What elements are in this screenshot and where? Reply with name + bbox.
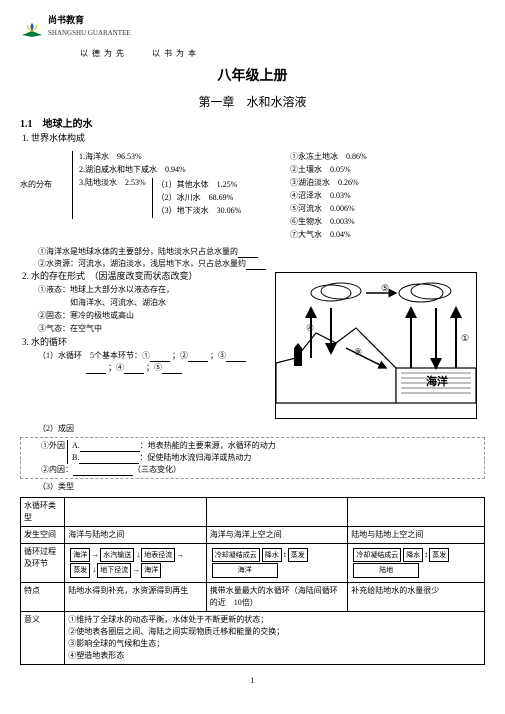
- hier-r-2: ③湖泊淡水 0.26%: [290, 177, 470, 189]
- hier-l2-2: （3）地下淡水 30.06%: [157, 205, 242, 217]
- th-1: [65, 497, 207, 526]
- note-2: ②水资源：河流水，湖泊淡水，浅层地下水，只占总水量约: [38, 259, 246, 268]
- r1-0: 发生空间: [21, 526, 65, 543]
- cause-box: ①外因 A. ：地表热能的主要来源，水循环的动力 B. ：促使陆地水流归海洋或热动力…: [20, 437, 485, 479]
- slogan: 以德为先 以书为本: [80, 48, 485, 60]
- cause-in: ②内因：: [41, 465, 73, 474]
- diagram-ocean-label: 海洋: [426, 374, 448, 388]
- svg-text:④: ④: [306, 323, 314, 333]
- flow-cell-1: 海洋→水汽输送 ↓地表径流→蒸发 ↓地下径流→海洋: [65, 543, 207, 582]
- r1-2: 海洋与海洋上空之间: [206, 526, 348, 543]
- cyc-sep-2: ；③: [210, 351, 226, 360]
- cyc-sep-4: ；⑤: [146, 363, 162, 372]
- page-title: 八年级上册: [20, 66, 485, 87]
- r3-0: 特点: [21, 582, 65, 611]
- water-cycle-diagram: 海洋 ① ④ ⑤ ⑨: [275, 272, 477, 419]
- cause-b: B.: [72, 453, 79, 462]
- blank-c2: [188, 351, 208, 362]
- blank-2: [246, 259, 266, 270]
- hier-l1-1: 2.湖泊咸水和地下咸水 0.94%: [79, 164, 241, 176]
- f2c: 蒸发: [288, 548, 308, 563]
- svg-text:⑨: ⑨: [354, 347, 362, 357]
- brand-sub: SHANGSHU GUARANTEE: [48, 28, 131, 39]
- svg-text:⑤: ⑤: [381, 283, 389, 293]
- f3c: 蒸发: [429, 548, 449, 563]
- blank-c3b: [86, 363, 106, 374]
- r1-3: 陆地与陆地上空之间: [348, 526, 485, 543]
- blank-c3: [226, 351, 246, 362]
- r1-1: 海洋与陆地之间: [65, 526, 207, 543]
- cyc-sep-3: ；④: [108, 363, 124, 372]
- cyc3: （3）类型: [38, 481, 485, 493]
- hier-l1-2: 3.陆地淡水 2.53%: [79, 177, 146, 219]
- hier-root: 水的分布: [20, 179, 52, 191]
- f1d: 地下径流: [97, 563, 131, 578]
- f2d: 海洋: [212, 563, 278, 578]
- r4-3: ④塑造地表形态: [68, 650, 481, 662]
- hier-r-4: ⑤河流水 0.006%: [290, 203, 470, 215]
- blank-c4: [124, 363, 144, 374]
- f3a: 降水: [403, 548, 423, 563]
- r4-cell: ①维持了全球水的动态平衡，水体处于不断更新的状态； ②使地表各圈层之间、海陆之间…: [65, 611, 485, 664]
- th-2: [206, 497, 348, 526]
- cause-in-t: （三态变化）: [133, 465, 181, 474]
- r4-2: ③影响全球的气候和生态；: [68, 638, 481, 650]
- r4h: 意义: [21, 611, 65, 664]
- cause-b-t: ：促使陆地水流归海洋或热动力: [139, 453, 251, 462]
- section-1-1: 1.1 地球上的水: [20, 117, 485, 132]
- note-1-row: ①海洋水是地球水体的主要部分，陆地淡水只占总水量的: [38, 246, 485, 258]
- hier-r-6: ⑦大气水 0.04%: [290, 229, 470, 241]
- blank-ca: [80, 441, 140, 452]
- f1c: 地表径流: [141, 548, 175, 563]
- blank-ci: [73, 465, 133, 476]
- blank-1: [238, 247, 258, 258]
- cycle-type-table: 水循环类型 发生空间海洋与陆地之间海洋与海洋上空之间陆地与陆地上空之间 循环过程…: [20, 497, 485, 665]
- r3-3: 补充给陆地水的水量很少: [348, 582, 485, 611]
- f2a: 降水: [262, 548, 282, 563]
- hier-l1-0: 1.海洋水 96.53%: [79, 151, 241, 163]
- cyc-sep-1: ；②: [172, 351, 188, 360]
- hier-r-0: ①永冻土地冰 0.86%: [290, 151, 470, 163]
- hier-r-1: ②土壤水 0.05%: [290, 164, 470, 176]
- hier-r-5: ⑥生物水 0.003%: [290, 216, 470, 228]
- hier-l2-1: （2）冰川水 68.69%: [157, 192, 242, 204]
- cause-out: ①外因: [41, 441, 65, 450]
- flow-cell-2: 冷却凝结成云 降水↕蒸发 海洋: [206, 543, 348, 582]
- r2h: 循环过程及环节: [21, 543, 65, 582]
- blank-cb: [79, 453, 139, 464]
- book-icon: [20, 21, 44, 39]
- hier-r-3: ④沼泽水 0.03%: [290, 190, 470, 202]
- cause-a-t: ：地表热能的主要来源，水循环的动力: [140, 441, 276, 450]
- th-0: 水循环类型: [21, 497, 65, 526]
- r4-1: ②使地表各圈层之间、海陆之间实现物质迁移和能量的交换；: [68, 626, 481, 638]
- page-number: 1: [20, 675, 485, 687]
- blank-c1: [150, 351, 170, 362]
- r3-1: 陆地水得到补充，水资源得到再生: [65, 582, 207, 611]
- brand-name: 尚书教育: [48, 14, 131, 28]
- note-2-row: ②水资源：河流水，湖泊淡水，浅层地下水，只占总水量约: [38, 258, 485, 270]
- chapter-title: 第一章 水和水溶液: [20, 93, 485, 111]
- r3-2: 携带水量最大的水循环（海陆间循环的近 10倍）: [206, 582, 348, 611]
- brand-logo: 尚书教育 SHANGSHU GUARANTEE: [20, 14, 485, 46]
- section-1-1-1: 1. 世界水体构成: [22, 132, 485, 146]
- flow-cell-3: 冷却凝结成云 降水↕蒸发 陆地: [348, 543, 485, 582]
- f1a: 海洋: [70, 548, 90, 563]
- water-hierarchy: 水的分布 1.海洋水 96.53% 2.湖泊咸水和地下咸水 0.94% 3.陆地…: [20, 150, 485, 242]
- cause-a: A.: [72, 441, 80, 450]
- f2b: 冷却凝结成云: [212, 548, 260, 563]
- f3b: 冷却凝结成云: [353, 548, 401, 563]
- cyc2: （2）成因: [38, 423, 485, 435]
- f1b: 水汽输送: [100, 548, 134, 563]
- svg-text:①: ①: [461, 333, 469, 343]
- note-1: ①海洋水是地球水体的主要部分，陆地淡水只占总水量的: [38, 247, 238, 256]
- blank-c5: [162, 363, 182, 374]
- hier-l2-0: （1）其他水体 1.25%: [157, 179, 242, 191]
- cyc1: （1）水循环 5个基本环节：①: [38, 351, 150, 360]
- r4-0: ①维持了全球水的动态平衡，水体处于不断更新的状态；: [68, 614, 481, 626]
- f1f: 海洋: [141, 563, 161, 578]
- f3d: 陆地: [353, 563, 419, 578]
- th-3: [348, 497, 485, 526]
- f1e: 蒸发: [70, 563, 90, 578]
